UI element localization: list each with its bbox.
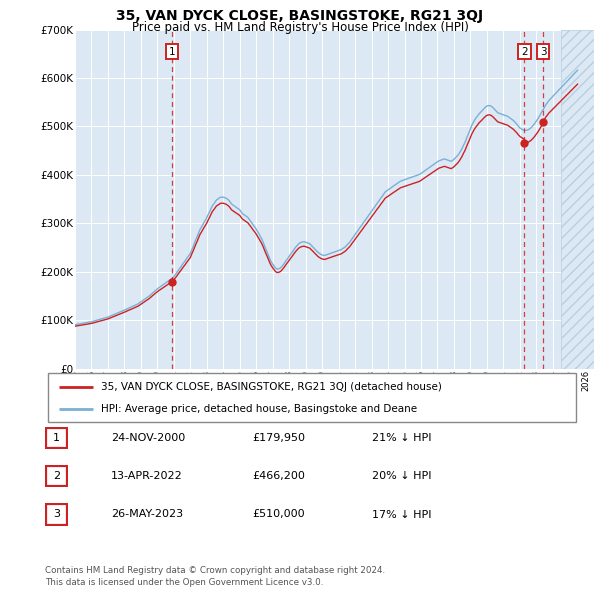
Text: 35, VAN DYCK CLOSE, BASINGSTOKE, RG21 3QJ: 35, VAN DYCK CLOSE, BASINGSTOKE, RG21 3Q… — [116, 9, 484, 23]
Text: 1: 1 — [169, 47, 176, 57]
Text: 26-MAY-2023: 26-MAY-2023 — [111, 510, 183, 519]
Text: 1: 1 — [53, 433, 60, 442]
Text: 3: 3 — [53, 510, 60, 519]
FancyBboxPatch shape — [48, 373, 576, 422]
Text: 20% ↓ HPI: 20% ↓ HPI — [372, 471, 431, 481]
Text: Contains HM Land Registry data © Crown copyright and database right 2024.
This d: Contains HM Land Registry data © Crown c… — [45, 566, 385, 587]
Text: 13-APR-2022: 13-APR-2022 — [111, 471, 183, 481]
Text: Price paid vs. HM Land Registry's House Price Index (HPI): Price paid vs. HM Land Registry's House … — [131, 21, 469, 34]
Text: 21% ↓ HPI: 21% ↓ HPI — [372, 433, 431, 442]
Text: 35, VAN DYCK CLOSE, BASINGSTOKE, RG21 3QJ (detached house): 35, VAN DYCK CLOSE, BASINGSTOKE, RG21 3Q… — [101, 382, 442, 392]
Text: 17% ↓ HPI: 17% ↓ HPI — [372, 510, 431, 519]
FancyBboxPatch shape — [46, 466, 67, 486]
Text: 3: 3 — [540, 47, 547, 57]
FancyBboxPatch shape — [46, 504, 67, 525]
Text: £466,200: £466,200 — [252, 471, 305, 481]
Bar — [561, 30, 594, 369]
Text: 2: 2 — [53, 471, 60, 481]
Text: £179,950: £179,950 — [252, 433, 305, 442]
Text: 2: 2 — [521, 47, 528, 57]
Text: £510,000: £510,000 — [252, 510, 305, 519]
Bar — [561, 30, 594, 369]
FancyBboxPatch shape — [46, 428, 67, 448]
Text: HPI: Average price, detached house, Basingstoke and Deane: HPI: Average price, detached house, Basi… — [101, 404, 417, 414]
Text: 24-NOV-2000: 24-NOV-2000 — [111, 433, 185, 442]
